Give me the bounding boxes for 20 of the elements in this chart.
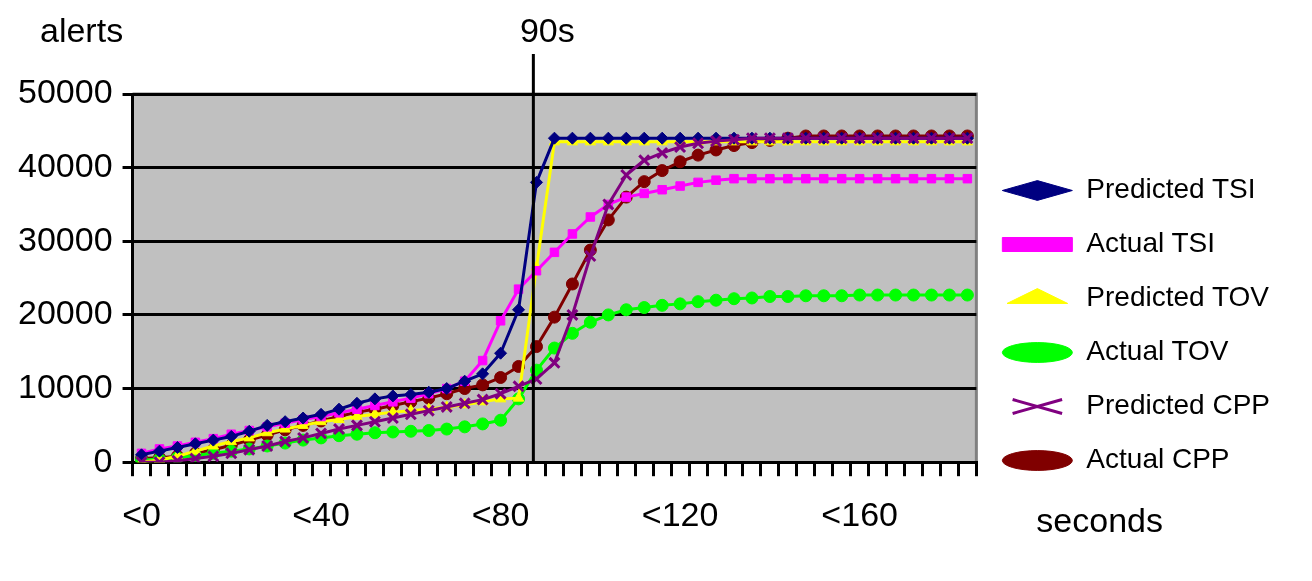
x-tick-label: <160 bbox=[821, 494, 898, 533]
legend-label: Predicted CPP bbox=[1086, 389, 1270, 421]
y-tick-label: 10000 bbox=[18, 366, 113, 405]
x-tick-label: <40 bbox=[292, 494, 350, 533]
y-tick-label: 50000 bbox=[18, 72, 113, 111]
y-tick-label: 0 bbox=[93, 440, 113, 479]
y-axis-title: alerts bbox=[40, 11, 124, 50]
x-axis-title: seconds bbox=[1036, 500, 1163, 539]
legend-label: Predicted TOV bbox=[1086, 281, 1270, 313]
text: 90s bbox=[519, 11, 575, 50]
legend-label: Actual CPP bbox=[1086, 443, 1230, 475]
x-tick-label: <0 bbox=[122, 494, 161, 533]
legend-label: Actual TOV bbox=[1086, 335, 1229, 367]
y-tick-label: 30000 bbox=[18, 219, 113, 258]
x-tick-label: <80 bbox=[471, 494, 530, 533]
y-tick-label: 20000 bbox=[18, 293, 113, 332]
legend-label: Actual TSI bbox=[1086, 227, 1216, 259]
legend-label: Predicted TSI bbox=[1086, 173, 1256, 205]
y-tick-label: 40000 bbox=[18, 146, 113, 185]
x-tick-label: <120 bbox=[641, 494, 719, 533]
